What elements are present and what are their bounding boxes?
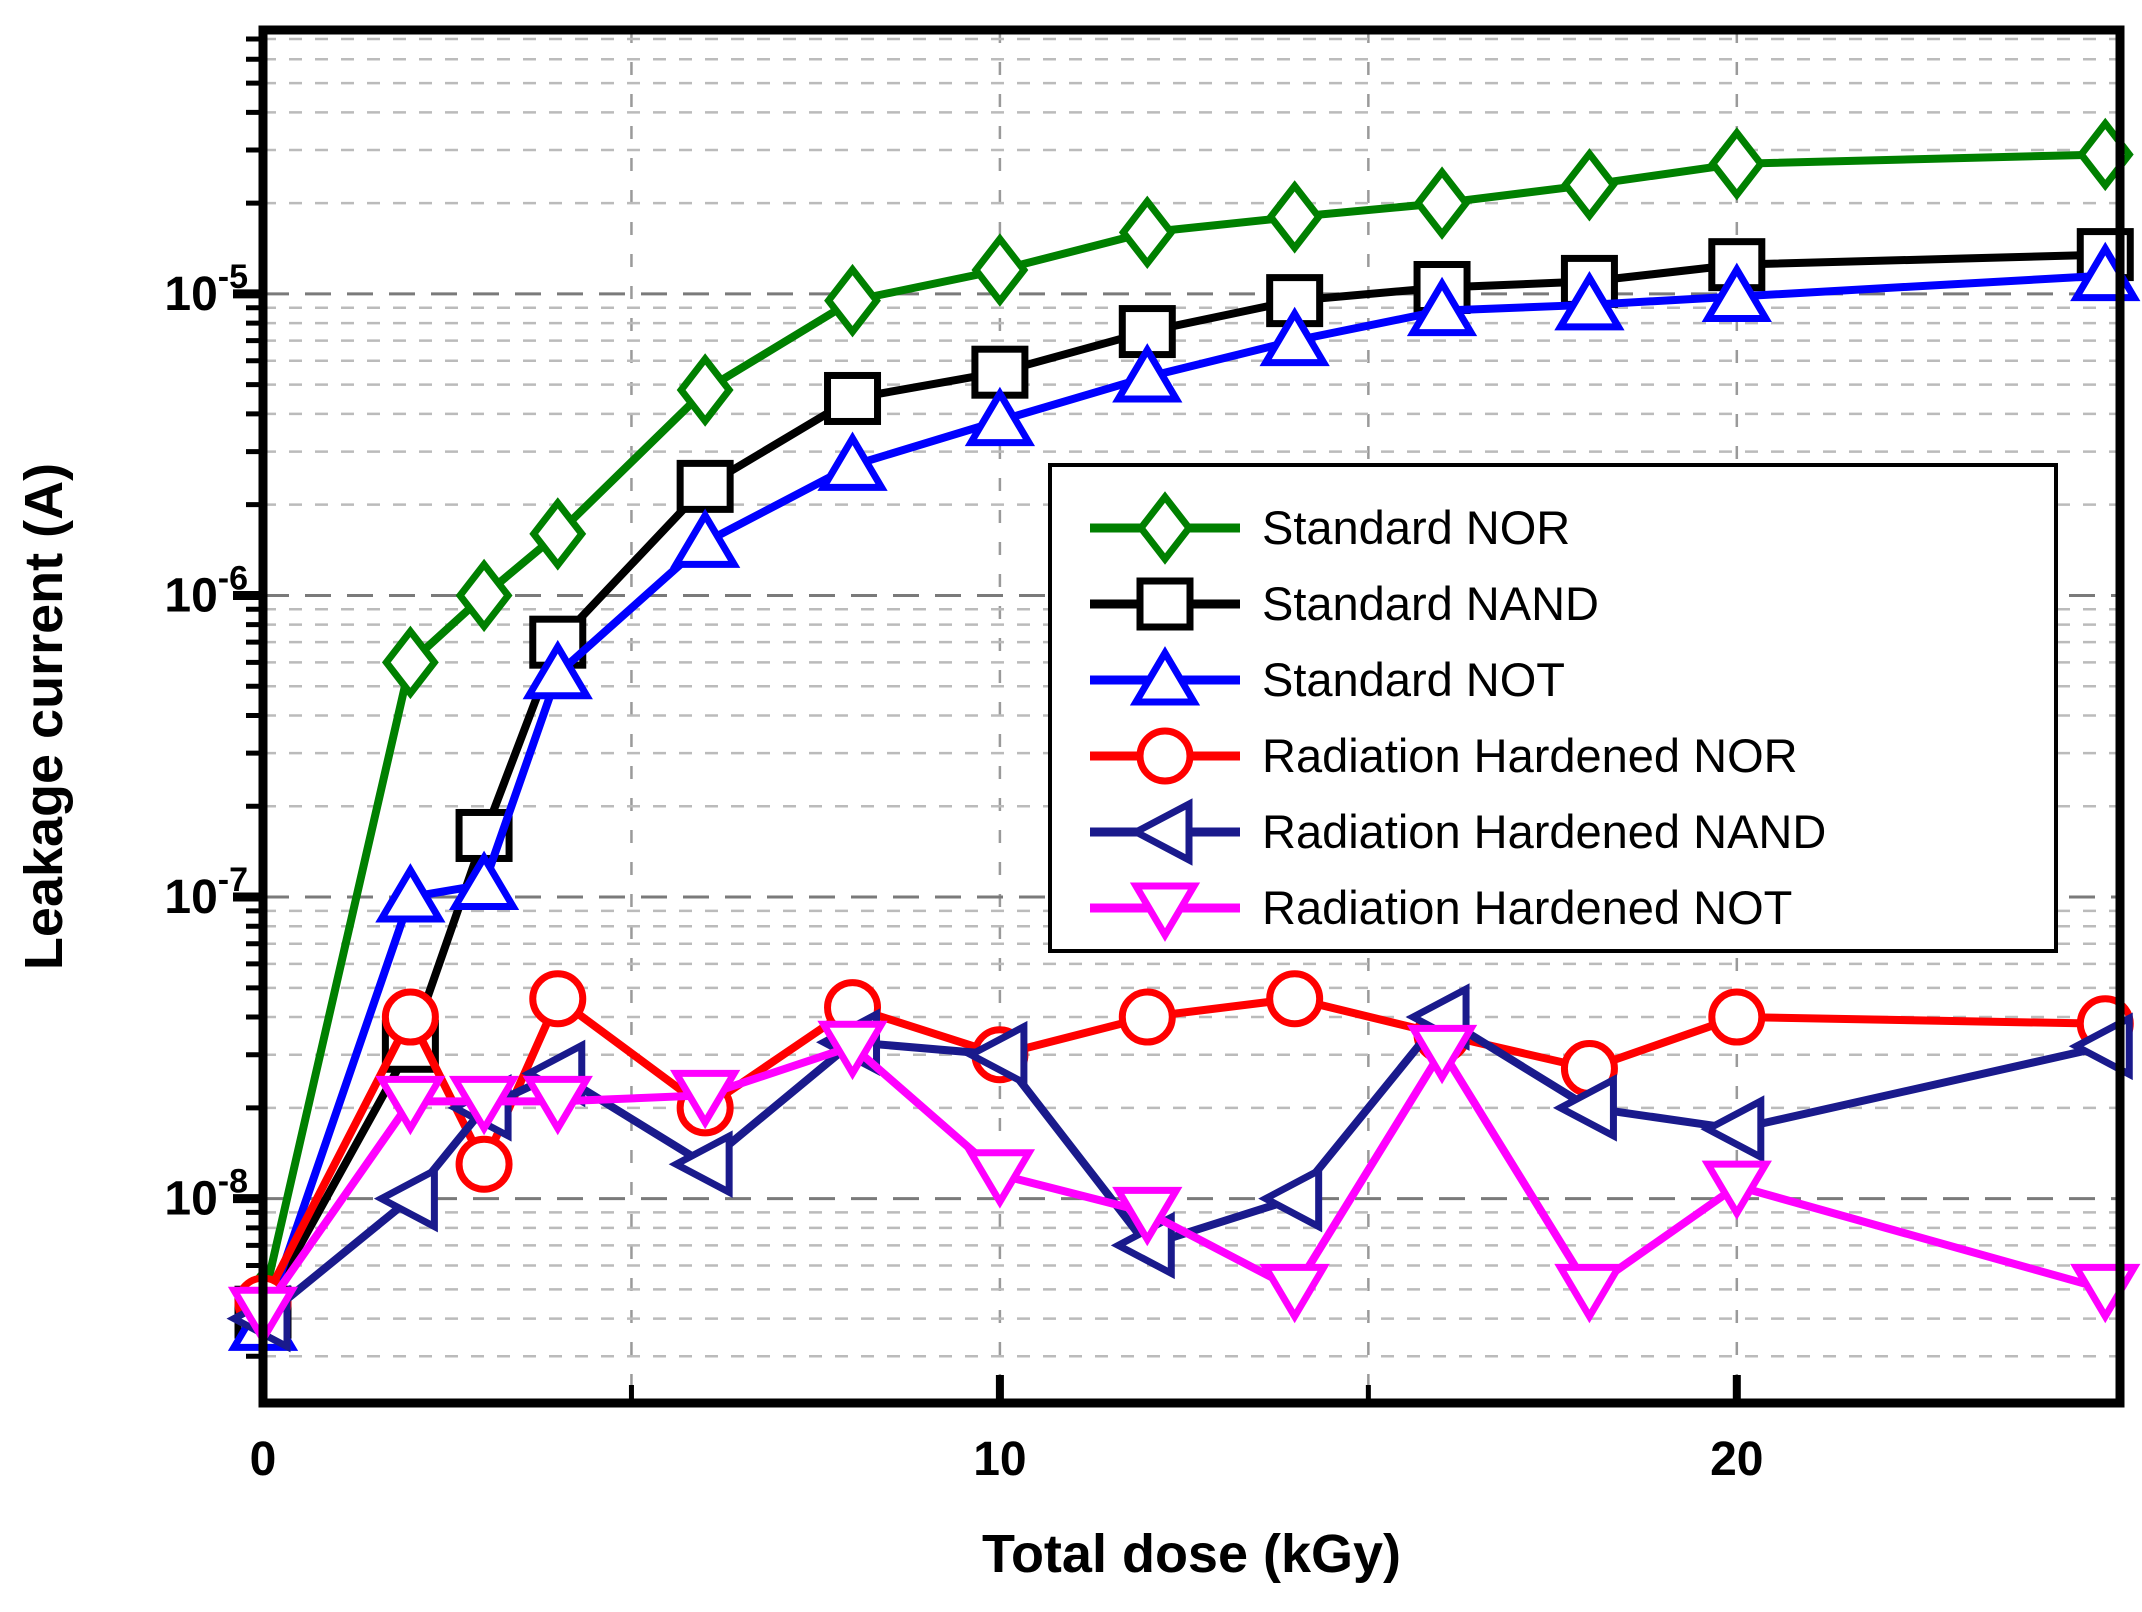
square-marker [1136, 577, 1194, 631]
circle-marker [529, 970, 587, 1028]
square-marker [824, 371, 882, 425]
diamond-marker [529, 497, 587, 571]
triangle-left-marker [963, 1020, 1028, 1089]
triangle-left-marker [1552, 1074, 1617, 1142]
circle-marker [455, 1135, 513, 1193]
triangle-up-marker [522, 639, 593, 700]
triangle-down-marker [670, 1069, 741, 1130]
triangle-left-marker [373, 1164, 438, 1233]
circle-marker [1136, 727, 1194, 785]
y-tick-label-1e-5: 10-5 [164, 258, 248, 321]
triangle-down-marker [522, 1075, 593, 1136]
triangle-down-marker [964, 1149, 1036, 1209]
triangle-up-marker [1701, 262, 1772, 323]
circle-marker [1266, 970, 1324, 1028]
y-axis-title: Leakage current (A) [14, 463, 74, 970]
triangle-down-marker [1259, 1263, 1330, 1324]
x-axis-title: Total dose (kGy) [982, 1524, 1401, 1584]
legend-label-standard-nor: Standard NOR [1262, 501, 1570, 554]
triangle-down-marker [448, 1075, 520, 1136]
legend-item-standard-not: Standard NOT [1090, 646, 1565, 706]
legend-item-radiation-hardened-not: Radiation Hardened NOT [1090, 881, 1792, 942]
legend-label-radiation-hardened-nand: Radiation Hardened NAND [1262, 805, 1826, 858]
diamond-marker [1708, 127, 1766, 201]
triangle-up-marker [1129, 646, 1201, 706]
triangle-up-marker [1259, 306, 1330, 367]
x-tick-label-0: 0 [250, 1433, 277, 1486]
diamond-marker [1561, 148, 1618, 222]
triangle-up-marker [964, 386, 1036, 447]
legend-label-standard-nand: Standard NAND [1262, 577, 1599, 630]
diamond-marker [455, 558, 513, 633]
triangle-up-marker [670, 508, 741, 568]
circle-marker [1708, 988, 1766, 1046]
legend: Standard NOR Standard NAND Standard NOT Rad… [1048, 463, 2058, 953]
legend-item-radiation-hardened-nor: Radiation Hardened NOR [1090, 727, 1798, 785]
triangle-left-marker [1700, 1095, 1765, 1163]
diamond-marker [676, 353, 734, 427]
diamond-marker [1266, 180, 1324, 254]
x-tick-label-10: 10 [973, 1433, 1026, 1486]
triangle-left-marker [1128, 798, 1193, 866]
triangle-up-marker [1406, 276, 1478, 337]
triangle-up-marker [375, 863, 446, 923]
circle-marker [1118, 988, 1176, 1046]
tick-labels: 10-510-610-710-80 10 20 [164, 258, 1763, 1486]
triangle-up-marker [817, 431, 888, 491]
legend-item-radiation-hardened-nand: Radiation Hardened NAND [1090, 798, 1826, 866]
triangle-up-marker [1554, 270, 1625, 331]
triangle-left-marker [1258, 1164, 1323, 1233]
diamond-marker [1413, 166, 1471, 240]
triangle-up-marker [448, 850, 520, 911]
diamond-marker [1136, 491, 1194, 565]
triangle-down-marker [1554, 1263, 1625, 1324]
triangle-down-marker [375, 1075, 446, 1136]
diamond-marker [381, 625, 439, 700]
triangle-down-marker [817, 1020, 888, 1081]
legend-box [1048, 463, 2058, 953]
diamond-marker [1118, 195, 1176, 270]
legend-label-radiation-hardened-nor: Radiation Hardened NOR [1262, 729, 1798, 782]
triangle-down-marker [1112, 1186, 1183, 1247]
axis-titles: Total dose (kGy) Leakage current (A) [14, 463, 1401, 1584]
triangle-down-marker [1701, 1160, 1772, 1220]
triangle-down-marker [1129, 882, 1201, 942]
circle-marker [381, 988, 439, 1046]
diamond-marker [971, 233, 1029, 307]
legend-item-standard-nand: Standard NAND [1090, 577, 1599, 631]
triangle-up-marker [1112, 343, 1183, 403]
plot-frame [258, 25, 2125, 1408]
legend-item-standard-nor: Standard NOR [1090, 491, 1570, 565]
triangle-left-marker [668, 1130, 733, 1199]
x-tick-label-20: 20 [1710, 1433, 1763, 1486]
legend-label-standard-not: Standard NOT [1262, 653, 1565, 706]
diamond-marker [824, 263, 881, 338]
triangle-down-marker [1406, 1024, 1478, 1085]
legend-label-radiation-hardened-not: Radiation Hardened NOT [1262, 881, 1792, 934]
square-marker [676, 459, 734, 513]
